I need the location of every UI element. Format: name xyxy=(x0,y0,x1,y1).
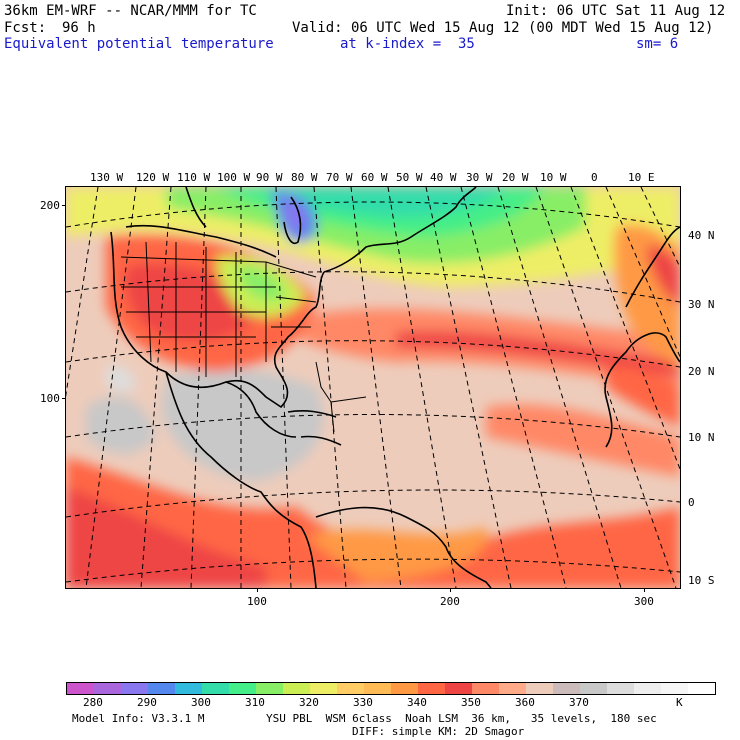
colorbar-label: 280 xyxy=(83,696,103,709)
colorbar-unit: K xyxy=(676,696,683,709)
model-info: Model Info: V3.3.1 M xyxy=(72,712,205,725)
lon-label: 110 W xyxy=(177,171,211,184)
forecast-hour: 96 h xyxy=(62,20,96,36)
color-scale xyxy=(66,682,716,695)
lon-label: 130 W xyxy=(90,171,124,184)
grid-tick xyxy=(257,588,258,592)
colorbar-swatch xyxy=(634,683,661,694)
lat-label: 0 xyxy=(688,496,695,509)
lon-label: 40 W xyxy=(430,171,457,184)
lon-label: 120 W xyxy=(136,171,170,184)
colorbar-swatch xyxy=(499,683,526,694)
lon-label: 80 W xyxy=(291,171,318,184)
colorbar-swatch xyxy=(229,683,256,694)
lat-label: 20 N xyxy=(688,365,715,378)
grid-tick xyxy=(644,588,645,592)
diffusion-info: DIFF: simple KM: 2D Smagor xyxy=(352,725,525,738)
lat-label: 40 N xyxy=(688,229,715,242)
lat-label: 10 S xyxy=(688,574,715,587)
coastlines xyxy=(110,187,680,588)
grid-tick xyxy=(62,205,66,206)
colorbar-swatch xyxy=(418,683,445,694)
lon-label: 0 xyxy=(591,171,598,184)
lat-label: 30 N xyxy=(688,298,715,311)
colorbar-swatch xyxy=(283,683,310,694)
grid-y-label: 200 xyxy=(40,199,60,212)
colorbar-label: 300 xyxy=(191,696,211,709)
colorbar-swatch xyxy=(445,683,472,694)
map-frame xyxy=(65,186,681,589)
lon-label: 20 W xyxy=(502,171,529,184)
init-time: Init: 06 UTC Sat 11 Aug 12 xyxy=(506,3,726,19)
lon-label: 60 W xyxy=(361,171,388,184)
colorbar-swatch xyxy=(256,683,283,694)
colorbar-swatch xyxy=(688,683,715,694)
lon-label: 90 W xyxy=(256,171,283,184)
colorbar-swatch xyxy=(148,683,175,694)
colorbar-swatch xyxy=(121,683,148,694)
colorbar-label: 360 xyxy=(515,696,535,709)
lon-label: 10 E xyxy=(628,171,655,184)
lon-label: 100 W xyxy=(217,171,251,184)
colorbar-swatch xyxy=(553,683,580,694)
colorbar-label: 310 xyxy=(245,696,265,709)
colorbar-label: 370 xyxy=(569,696,589,709)
grid-x-label: 300 xyxy=(634,595,654,608)
lon-label: 30 W xyxy=(466,171,493,184)
colorbar-swatch xyxy=(607,683,634,694)
colorbar-swatch xyxy=(391,683,418,694)
model-title: 36km EM-WRF -- NCAR/MMM for TC xyxy=(4,3,257,19)
colorbar-swatch xyxy=(202,683,229,694)
smoothing-info: sm= 6 xyxy=(636,36,679,52)
colorbar-swatch xyxy=(94,683,121,694)
colorbar-swatch xyxy=(661,683,688,694)
colorbar-swatch xyxy=(364,683,391,694)
colorbar-label: 320 xyxy=(299,696,319,709)
colorbar-swatch xyxy=(67,683,94,694)
grid-tick xyxy=(450,588,451,592)
grid-y-label: 100 xyxy=(40,392,60,405)
lon-label: 50 W xyxy=(396,171,423,184)
colorbar-swatch xyxy=(337,683,364,694)
colorbar-swatch xyxy=(580,683,607,694)
lon-label: 10 W xyxy=(540,171,567,184)
forecast-label: Fcst: xyxy=(4,20,47,36)
colorbar-label: 340 xyxy=(407,696,427,709)
field-name: Equivalent potential temperature xyxy=(4,36,274,52)
valid-time: Valid: 06 UTC Wed 15 Aug 12 (00 MDT Wed … xyxy=(292,20,714,36)
physics-info: YSU PBL WSM 6class Noah LSM 36 km, 35 le… xyxy=(266,712,657,725)
grid-x-label: 200 xyxy=(440,595,460,608)
colorbar-label: 330 xyxy=(353,696,373,709)
grid-x-label: 100 xyxy=(247,595,267,608)
lat-label: 10 N xyxy=(688,431,715,444)
grid-tick xyxy=(62,398,66,399)
theta-e-map xyxy=(66,187,680,588)
colorbar-label: 290 xyxy=(137,696,157,709)
colorbar-swatch xyxy=(175,683,202,694)
colorbar-swatch xyxy=(526,683,553,694)
political-boundaries xyxy=(120,241,367,433)
lon-label: 70 W xyxy=(326,171,353,184)
map-canvas xyxy=(66,187,680,588)
colorbar-swatch xyxy=(472,683,499,694)
level-info: at k-index = 35 xyxy=(340,36,475,52)
colorbar-label: 350 xyxy=(461,696,481,709)
colorbar-swatch xyxy=(310,683,337,694)
